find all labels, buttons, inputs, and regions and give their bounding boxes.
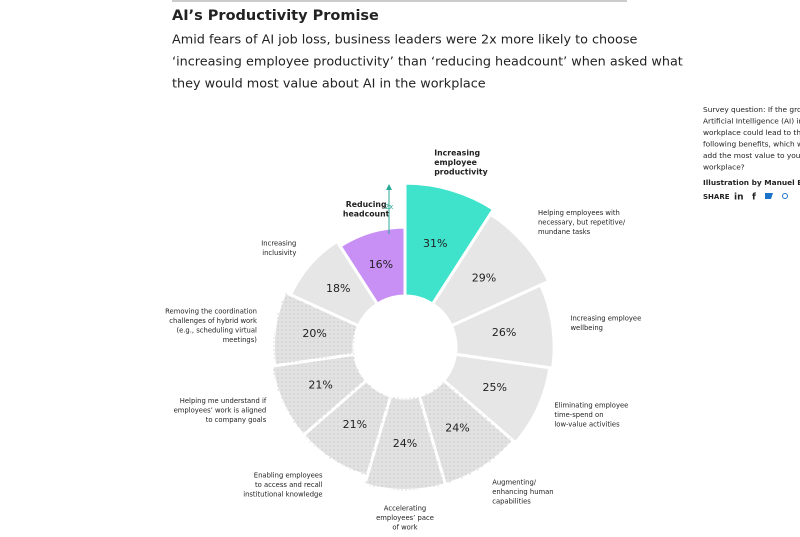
category-label: capabilities — [492, 498, 531, 506]
facebook-icon[interactable]: f — [752, 193, 756, 203]
category-label: employees’ work is aligned — [174, 406, 267, 414]
sidebar-text: Artificial Intelligence (AI) in th — [703, 117, 800, 126]
category-label: Removing the coordination — [165, 307, 257, 315]
category-label: Augmenting/ — [492, 479, 537, 487]
value-label: 21% — [343, 418, 367, 431]
category-label: employee — [434, 158, 477, 167]
category-label: Increasing — [434, 149, 480, 158]
sidebar-text: add the most value to your — [703, 151, 800, 160]
category-label: mundane tasks — [538, 228, 591, 236]
value-label: 29% — [472, 272, 496, 285]
category-label: Helping me understand if — [180, 397, 267, 405]
category-label: Enabling employees — [254, 471, 323, 479]
category-label: productivity — [434, 168, 488, 177]
value-label: 16% — [369, 258, 393, 271]
wedge — [430, 212, 551, 328]
category-label: Increasing — [261, 239, 296, 247]
wedge — [403, 181, 496, 307]
share-icons[interactable]: in f — [734, 193, 788, 203]
article-title: AI’s Productivity Promise — [172, 8, 379, 24]
category-label: Reducing — [346, 200, 387, 209]
twitter-icon[interactable] — [765, 193, 773, 199]
value-label: 18% — [326, 282, 350, 295]
category-label: necessary, but repetitive/ — [538, 218, 626, 226]
category-label: to company goals — [206, 416, 267, 424]
value-label: 21% — [308, 379, 332, 392]
subtitle: ‘increasing employee productivity’ than … — [172, 55, 683, 70]
value-label: 20% — [302, 327, 326, 340]
category-label: time-spend on — [554, 411, 603, 419]
share-label: SHARE — [703, 193, 730, 201]
subtitle: Amid fears of AI job loss, business lead… — [172, 33, 637, 48]
category-label: wellbeing — [570, 324, 603, 332]
category-label: challenges of hybrid work — [169, 317, 257, 325]
credit: Illustration by Manuel Bort — [703, 178, 800, 187]
category-label: Helping employees with — [538, 209, 620, 217]
value-label: 24% — [393, 437, 417, 450]
category-label: institutional knowledge — [243, 490, 322, 498]
linkedin-icon[interactable]: in — [734, 193, 744, 203]
sidebar-text: following benefits, which wou — [703, 140, 800, 149]
annotation: 2x — [385, 203, 394, 211]
sidebar-text: workplace could lead to the — [703, 128, 800, 137]
category-label: Increasing employee — [570, 314, 641, 322]
category-label: (e.g., scheduling virtual — [176, 326, 257, 334]
category-label: Eliminating employee — [554, 402, 628, 410]
sidebar-text: workplace? — [703, 163, 745, 172]
category-label: to access and recall — [255, 481, 323, 489]
wedge — [338, 225, 407, 307]
subtitle: they would most value about AI in the wo… — [172, 77, 486, 92]
arrow-head — [386, 184, 392, 190]
category-label: meetings) — [223, 336, 258, 344]
category-label: enhancing human — [492, 488, 553, 496]
value-label: 24% — [445, 422, 469, 435]
wedge — [449, 283, 556, 370]
wedge — [288, 239, 380, 328]
category-label: employees’ pace — [376, 514, 434, 522]
category-label: inclusivity — [262, 249, 296, 257]
link-icon[interactable] — [782, 193, 788, 199]
value-label: 25% — [482, 381, 506, 394]
sidebar-text: Survey question: If the growt — [703, 105, 800, 114]
category-label: headcount — [343, 210, 390, 219]
category-label: Accelerating — [384, 504, 426, 512]
category-label: low-value activities — [554, 421, 620, 429]
category-label: of work — [392, 523, 417, 531]
value-label: 26% — [492, 326, 516, 339]
value-label: 31% — [423, 237, 447, 250]
